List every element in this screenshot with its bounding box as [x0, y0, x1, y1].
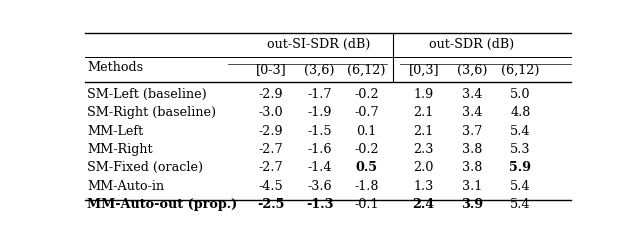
Text: 5.0: 5.0 — [510, 88, 531, 101]
Text: -0.2: -0.2 — [355, 88, 379, 101]
Text: 3.7: 3.7 — [461, 125, 482, 138]
Text: -1.3: -1.3 — [306, 198, 333, 211]
Text: SM-Right (baseline): SM-Right (baseline) — [88, 106, 216, 119]
Text: MM-Left: MM-Left — [88, 125, 144, 138]
Text: (6,12): (6,12) — [348, 63, 386, 76]
Text: -1.7: -1.7 — [307, 88, 332, 101]
Text: 0.1: 0.1 — [356, 125, 377, 138]
Text: -0.2: -0.2 — [355, 143, 379, 156]
Text: out-SI-SDR (dB): out-SI-SDR (dB) — [268, 38, 371, 51]
Text: 5.4: 5.4 — [510, 125, 531, 138]
Text: MM-Right: MM-Right — [88, 143, 153, 156]
Text: 3.9: 3.9 — [461, 198, 483, 211]
Text: -3.6: -3.6 — [307, 179, 332, 192]
Text: 2.3: 2.3 — [413, 143, 434, 156]
Text: 2.1: 2.1 — [413, 106, 434, 119]
Text: 3.8: 3.8 — [461, 143, 482, 156]
Text: [0-3]: [0-3] — [255, 63, 286, 76]
Text: -1.5: -1.5 — [307, 125, 332, 138]
Text: -0.7: -0.7 — [355, 106, 379, 119]
Text: [0,3]: [0,3] — [408, 63, 439, 76]
Text: (6,12): (6,12) — [501, 63, 540, 76]
Text: 5.4: 5.4 — [510, 179, 531, 192]
Text: out-SDR (dB): out-SDR (dB) — [429, 38, 515, 51]
Text: 3.4: 3.4 — [461, 88, 482, 101]
Text: 4.8: 4.8 — [510, 106, 531, 119]
Text: 3.4: 3.4 — [461, 106, 482, 119]
Text: -4.5: -4.5 — [259, 179, 284, 192]
Text: 2.1: 2.1 — [413, 125, 434, 138]
Text: -1.6: -1.6 — [307, 143, 332, 156]
Text: -1.4: -1.4 — [307, 161, 332, 174]
Text: SM-Left (baseline): SM-Left (baseline) — [88, 88, 207, 101]
Text: 5.3: 5.3 — [510, 143, 531, 156]
Text: 1.3: 1.3 — [413, 179, 434, 192]
Text: 3.8: 3.8 — [461, 161, 482, 174]
Text: -2.9: -2.9 — [259, 125, 284, 138]
Text: (3,6): (3,6) — [456, 63, 487, 76]
Text: Methods: Methods — [88, 61, 143, 74]
Text: 0.5: 0.5 — [356, 161, 378, 174]
Text: 5.4: 5.4 — [510, 198, 531, 211]
Text: -3.0: -3.0 — [259, 106, 284, 119]
Text: 3.1: 3.1 — [461, 179, 482, 192]
Text: MM-Auto-out (prop.): MM-Auto-out (prop.) — [88, 198, 237, 211]
Text: (3,6): (3,6) — [304, 63, 335, 76]
Text: SM-Fixed (oracle): SM-Fixed (oracle) — [88, 161, 204, 174]
Text: -1.8: -1.8 — [355, 179, 379, 192]
Text: 2.4: 2.4 — [413, 198, 435, 211]
Text: -1.9: -1.9 — [307, 106, 332, 119]
Text: -2.7: -2.7 — [259, 161, 284, 174]
Text: -2.7: -2.7 — [259, 143, 284, 156]
Text: -2.5: -2.5 — [257, 198, 285, 211]
Text: 2.0: 2.0 — [413, 161, 434, 174]
Text: -2.9: -2.9 — [259, 88, 284, 101]
Text: 5.9: 5.9 — [509, 161, 531, 174]
Text: MM-Auto-in: MM-Auto-in — [88, 179, 164, 192]
Text: -0.1: -0.1 — [355, 198, 379, 211]
Text: 1.9: 1.9 — [413, 88, 434, 101]
